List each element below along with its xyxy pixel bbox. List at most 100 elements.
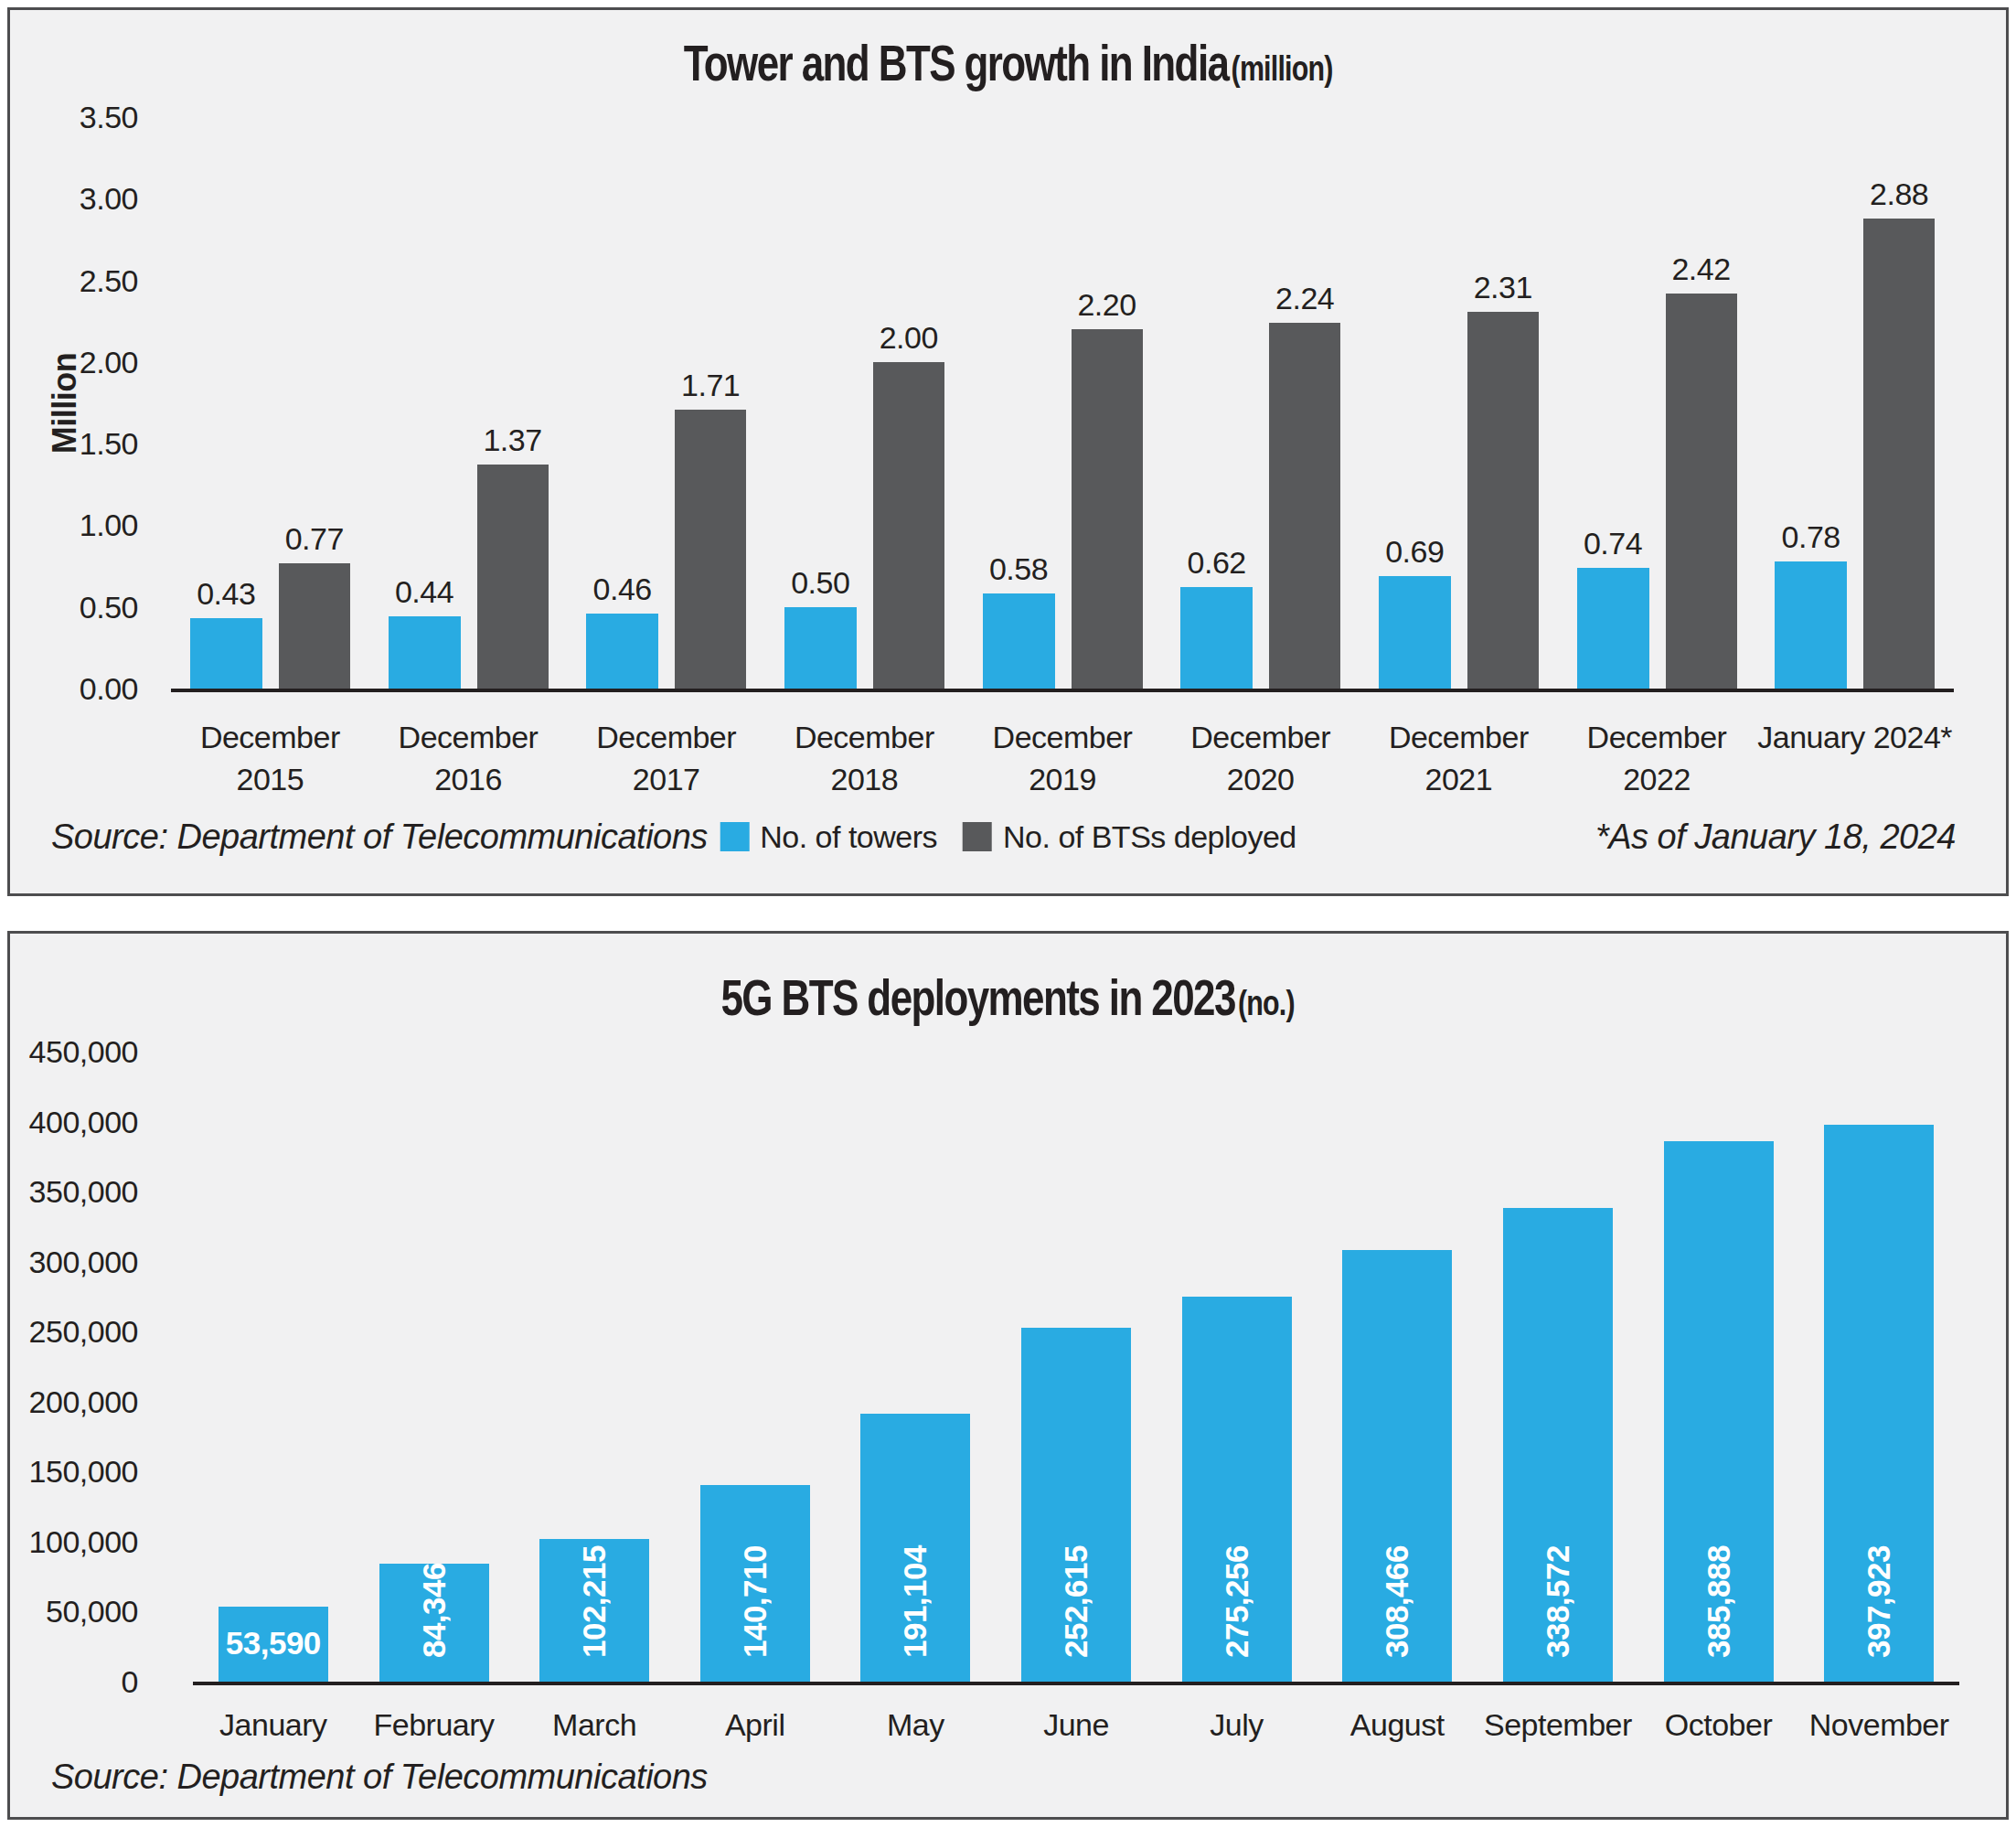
chart1-y-tick-label: 3.50 [10, 99, 138, 135]
bar-value-label: 252,615 [1021, 1545, 1131, 1658]
bar-value-label-bts: 2.42 [1619, 250, 1784, 288]
bar-value-text: 275,256 [1219, 1545, 1255, 1658]
bar-value-text: 338,572 [1540, 1545, 1576, 1658]
bar-value-label: 53,590 [219, 1625, 328, 1662]
bar-towers [1775, 561, 1847, 689]
bar-towers [1180, 587, 1253, 689]
bar-5g-bts: 140,710 [700, 1485, 810, 1682]
bar-value-label-bts: 1.71 [628, 366, 793, 404]
chart2-y-tick-label: 0 [10, 1663, 138, 1700]
bar-5g-bts: 84,346 [379, 1564, 489, 1682]
bar-5g-bts: 275,256 [1182, 1297, 1292, 1682]
chart1-y-tick-label: 2.50 [10, 262, 138, 299]
bar-bts [477, 465, 549, 689]
chart1-y-tick-label: 3.00 [10, 180, 138, 217]
chart1-title-unit: (million) [1231, 49, 1332, 88]
bar-value-text: 84,346 [416, 1563, 453, 1658]
chart2-y-tick-label: 450,000 [10, 1033, 138, 1070]
chart2-x-axis-line [193, 1682, 1959, 1685]
chart2-y-tick-label: 200,000 [10, 1384, 138, 1420]
chart2-y-tick-label: 50,000 [10, 1593, 138, 1630]
bar-towers [1577, 568, 1649, 689]
bar-value-label: 308,466 [1342, 1545, 1452, 1658]
chart1-y-axis-label: Million [45, 266, 85, 540]
legend-item: No. of BTSs deployed [963, 815, 1296, 859]
bar-value-label-bts: 2.88 [1817, 175, 1981, 213]
bar-value-label: 397,923 [1824, 1545, 1934, 1658]
bar-value-label-bts: 2.20 [1025, 285, 1189, 324]
tower-bts-growth-chart-panel: Tower and BTS growth in India (million) … [7, 7, 2009, 896]
bar-5g-bts: 191,104 [860, 1414, 970, 1682]
bar-value-label-bts: 1.37 [431, 421, 595, 459]
bar-value-label: 275,256 [1182, 1545, 1292, 1658]
chart1-y-tick-label: 2.00 [10, 344, 138, 380]
5g-bts-deployments-chart-panel: 5G BTS deployments in 2023 (no.) 0 50,000… [7, 931, 2009, 1820]
bar-value-label-bts: 0.77 [232, 519, 397, 558]
bar-value-text: 102,215 [576, 1545, 613, 1658]
bar-value-text: 252,615 [1058, 1545, 1094, 1658]
bar-towers [1379, 576, 1451, 689]
bar-value-label-bts: 2.31 [1421, 268, 1585, 306]
bar-value-text: 397,923 [1861, 1545, 1897, 1658]
chart2-title: 5G BTS deployments in 2023 [721, 969, 1235, 1026]
bar-value-label: 102,215 [539, 1545, 649, 1658]
chart1-footer: Source: Department of Telecommunications… [10, 815, 2006, 859]
bar-5g-bts: 308,466 [1342, 1250, 1452, 1682]
bar-value-label-bts: 2.24 [1222, 279, 1387, 317]
bar-towers [190, 618, 262, 689]
chart2-y-tick-label: 300,000 [10, 1244, 138, 1280]
chart2-x-tick-label: November [1769, 1704, 1989, 1746]
page: { "colors": { "towers_blue": "#29abe2", … [0, 0, 2016, 1838]
chart2-y-tick-label: 400,000 [10, 1104, 138, 1140]
chart1-title-row: Tower and BTS growth in India (million) [10, 34, 2006, 92]
chart1-footnote: *As of January 18, 2024 [1595, 815, 1956, 859]
bar-5g-bts: 338,572 [1503, 1208, 1613, 1682]
chart1-x-axis-line [171, 689, 1954, 692]
chart1-y-tick-label: 0.50 [10, 589, 138, 625]
bar-towers [784, 607, 857, 689]
legend-swatch-icon [720, 822, 749, 851]
bar-value-label: 385,888 [1664, 1545, 1774, 1658]
bar-value-label: 140,710 [700, 1545, 810, 1658]
bar-bts [1269, 323, 1340, 689]
bar-bts [1666, 294, 1737, 689]
legend-label: No. of towers [760, 815, 937, 859]
bar-bts [675, 410, 746, 689]
chart2-title-unit: (no.) [1238, 984, 1295, 1022]
bar-value-text: 140,710 [737, 1545, 773, 1658]
bar-value-label: 191,104 [860, 1545, 970, 1658]
legend-label: No. of BTSs deployed [1003, 815, 1296, 859]
bar-value-label: 84,346 [379, 1563, 489, 1658]
chart1-title: Tower and BTS growth in India [684, 35, 1229, 91]
bar-value-label-bts: 2.00 [827, 318, 991, 357]
bar-value-text: 191,104 [897, 1545, 933, 1658]
bar-5g-bts: 385,888 [1664, 1141, 1774, 1682]
bar-5g-bts: 102,215 [539, 1539, 649, 1683]
legend-item: No. of towers [720, 815, 937, 859]
legend-swatch-icon [963, 822, 992, 851]
chart2-source: Source: Department of Telecommunications [51, 1755, 708, 1799]
chart1-y-tick-label: 0.00 [10, 670, 138, 707]
chart1-y-tick-label: 1.00 [10, 507, 138, 543]
chart1-y-tick-label: 1.50 [10, 425, 138, 462]
bar-towers [389, 616, 461, 689]
chart1-x-tick-label: January 2024* [1736, 716, 1974, 758]
bar-value-text: 385,888 [1701, 1545, 1737, 1658]
chart2-y-tick-label: 150,000 [10, 1453, 138, 1490]
bar-bts [1467, 312, 1539, 689]
chart2-y-tick-label: 250,000 [10, 1313, 138, 1350]
chart2-y-tick-label: 350,000 [10, 1173, 138, 1210]
chart2-y-tick-label: 100,000 [10, 1523, 138, 1560]
bar-5g-bts: 397,923 [1824, 1125, 1934, 1682]
chart2-title-row: 5G BTS deployments in 2023 (no.) [10, 968, 2006, 1027]
bar-towers [983, 593, 1055, 689]
bar-5g-bts: 252,615 [1021, 1328, 1131, 1682]
bar-value-label: 338,572 [1503, 1545, 1613, 1658]
bar-bts [873, 362, 944, 689]
bar-bts [1863, 219, 1935, 689]
chart1-legend: No. of towers No. of BTSs deployed [720, 815, 1296, 859]
chart1-source: Source: Department of Telecommunications [51, 815, 708, 859]
bar-5g-bts: 53,590 [219, 1607, 328, 1682]
bar-value-text: 308,466 [1379, 1545, 1415, 1658]
bar-bts [1072, 329, 1143, 689]
